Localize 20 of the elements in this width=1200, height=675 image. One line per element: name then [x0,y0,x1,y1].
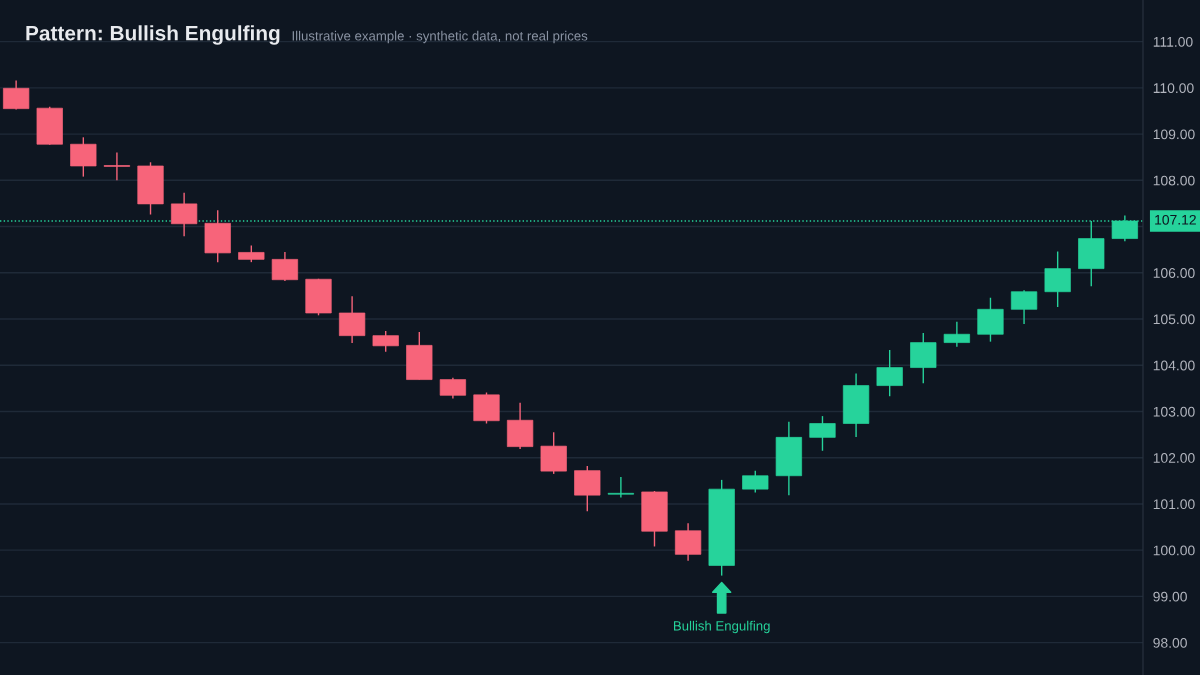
y-tick-label: 105.00 [1153,314,1195,325]
annotation: Bullish Engulfing [673,620,770,634]
y-tick-label: 98.00 [1153,637,1187,648]
y-tick-label: 102.00 [1153,453,1195,463]
y-tick-label: 103.00 [1153,406,1195,417]
y-tick-label: 100.00 [1153,545,1195,556]
candlestick [607,476,635,499]
candlestick [943,321,970,348]
y-tick-label: 110.00 [1153,83,1194,94]
y-tick-label: 106.00 [1153,268,1195,278]
text: Illustrative example · synthetic data, not real prices [292,30,588,44]
candlestick [103,151,131,182]
y-tick-label: 101.00 [1153,499,1195,510]
y-tick-label: 108.00 [1153,175,1195,186]
y-tick-label: 109.00 [1153,129,1195,140]
text: Pattern: Bullish Engulfing [26,25,280,45]
y-tick-label: 104.00 [1153,360,1195,371]
y-tick-label: 111.00 [1153,36,1193,47]
y-tick-label: 99.00 [1153,591,1187,602]
ref-line-label: 107.12 [1155,214,1196,225]
